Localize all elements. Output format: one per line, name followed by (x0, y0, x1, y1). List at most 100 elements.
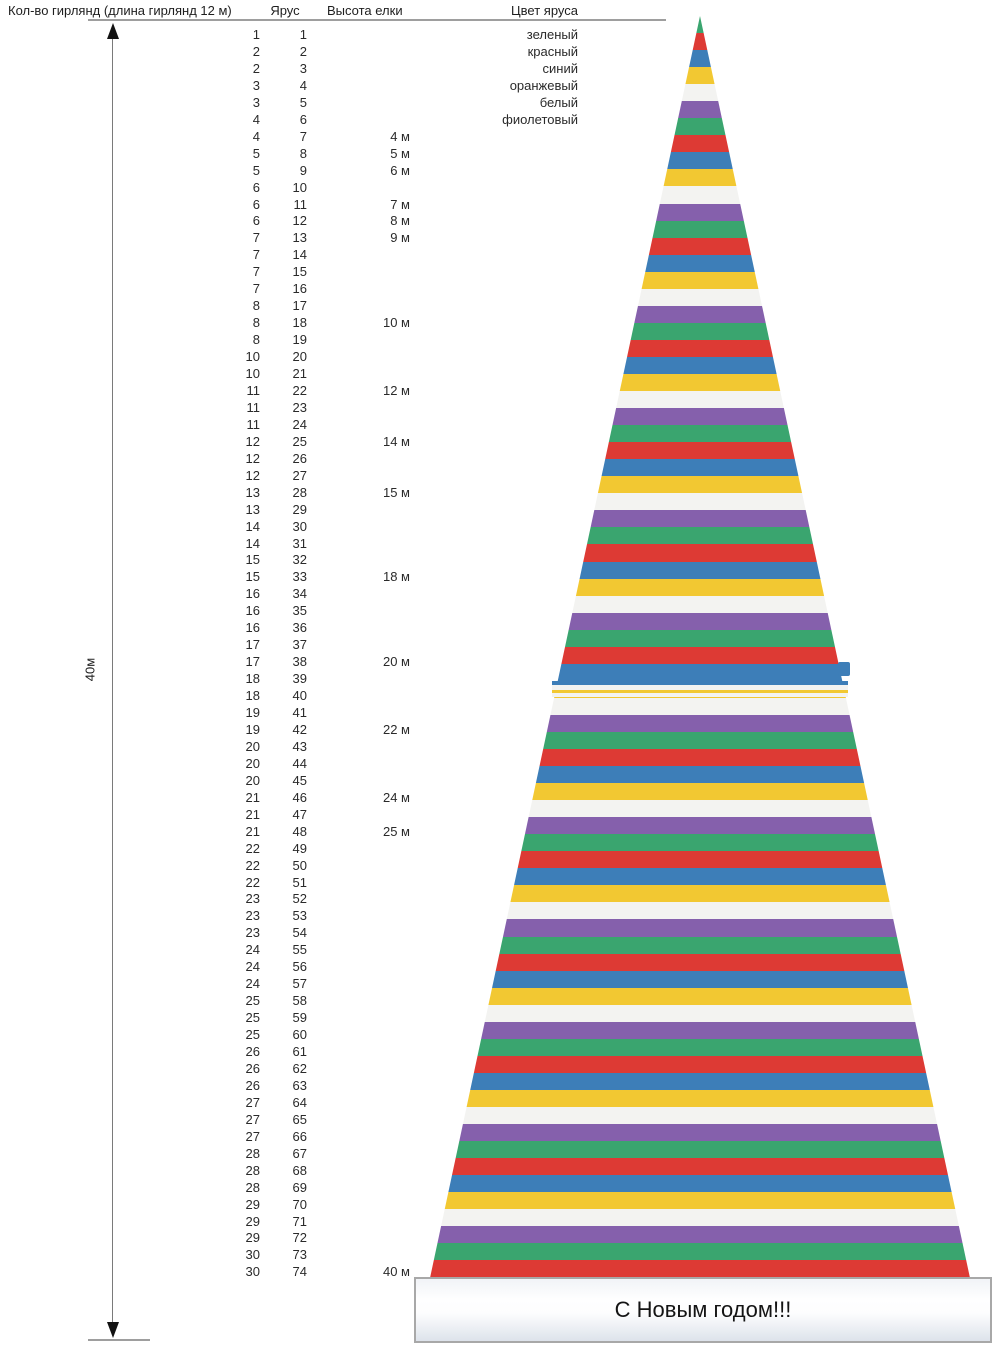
garlands-cell: 6 (252, 179, 260, 195)
garlands-cell: 18 (245, 688, 260, 704)
tier-cell: 29 (292, 501, 307, 517)
table-row: 25 60 (0, 1026, 600, 1043)
garlands-cell: 14 (245, 518, 260, 534)
garlands-cell: 30 (245, 1247, 260, 1263)
tree-stripe (430, 1055, 970, 1073)
tier-cell: 68 (292, 1162, 307, 1178)
garlands-cell: 28 (245, 1179, 260, 1195)
tier-cell: 55 (292, 942, 307, 958)
tier-cell: 7 (299, 128, 307, 144)
table-row: 28 67 (0, 1145, 600, 1162)
arrow-down-icon (107, 1322, 119, 1338)
garlands-cell: 22 (245, 840, 260, 856)
height-cell: 20 м (382, 654, 410, 670)
tier-cell: 44 (292, 755, 307, 771)
header-underline (88, 19, 666, 21)
artifact-band (552, 693, 848, 697)
table-row: 7 16 (0, 280, 600, 297)
garlands-cell: 25 (245, 1027, 260, 1043)
table-row: 11 24 (0, 416, 600, 433)
tier-cell: 67 (292, 1145, 307, 1161)
tree-stripe (430, 1021, 970, 1039)
garlands-cell: 11 (246, 382, 261, 398)
tier-cell: 73 (292, 1247, 307, 1263)
height-cell: 4 м (390, 128, 410, 144)
table-row: 8 19 (0, 331, 600, 348)
tree-stripe (430, 885, 970, 903)
garlands-cell: 24 (245, 959, 260, 975)
column-header-tier: Ярус (270, 3, 300, 18)
tree-stripe (430, 1124, 970, 1142)
tier-cell: 45 (292, 772, 307, 788)
garlands-cell: 3 (252, 77, 260, 93)
garlands-cell: 20 (245, 755, 260, 771)
tree-stripe (430, 902, 970, 920)
table-row: 22 49 (0, 840, 600, 857)
column-header-height: Высота елки (327, 3, 403, 18)
garlands-cell: 14 (245, 535, 260, 551)
tree-stripe (430, 1192, 970, 1210)
tier-cell: 19 (292, 332, 307, 348)
tree-stripe (430, 851, 970, 869)
color-name-cell: синий (542, 60, 578, 76)
tier-cell: 46 (292, 789, 307, 805)
tier-cell: 2 (299, 43, 307, 59)
tier-cell: 14 (292, 247, 307, 263)
height-cell: 12 м (382, 382, 410, 398)
garlands-cell: 16 (245, 586, 260, 602)
table-row: 10 20 (0, 348, 600, 365)
garlands-cell: 28 (245, 1145, 260, 1161)
table-row: 12 27 (0, 467, 600, 484)
garlands-cell: 22 (245, 857, 260, 873)
tier-cell: 33 (292, 569, 307, 585)
table-row: 20 45 (0, 772, 600, 789)
garlands-cell: 12 (245, 450, 260, 466)
artifact-band (552, 685, 848, 690)
garlands-cell: 8 (252, 298, 260, 314)
garlands-cell: 6 (252, 196, 260, 212)
garlands-cell: 11 (246, 416, 261, 432)
tree-stripe (430, 1158, 970, 1176)
garlands-cell: 4 (252, 111, 260, 127)
tier-cell: 47 (292, 806, 307, 822)
dimension-baseline (88, 1339, 150, 1341)
garlands-cell: 12 (245, 433, 260, 449)
tree-stripe (430, 1089, 970, 1107)
arrow-up-icon (107, 23, 119, 39)
garlands-cell: 21 (245, 823, 260, 839)
tier-cell: 36 (292, 620, 307, 636)
table-row: 24 55 (0, 941, 600, 958)
height-cell: 25 м (382, 823, 410, 839)
garlands-cell: 2 (252, 60, 260, 76)
table-row: 26 61 (0, 1043, 600, 1060)
garlands-cell: 19 (245, 721, 260, 737)
column-header-garlands: Кол-во гирлянд (длина гирлянд 12 м) (8, 3, 232, 18)
tier-cell: 56 (292, 959, 307, 975)
table-row: 6 10 (0, 179, 600, 196)
table-row: 15 33 18 м (0, 568, 600, 585)
tier-cell: 72 (292, 1230, 307, 1246)
tier-cell: 32 (292, 552, 307, 568)
table-row: 3 4 оранжевый (0, 77, 600, 94)
table-row: 1 1 зеленый (0, 26, 600, 43)
garlands-cell: 26 (245, 1060, 260, 1076)
tier-cell: 49 (292, 840, 307, 856)
height-cell: 7 м (390, 196, 410, 212)
tier-cell: 42 (292, 721, 307, 737)
tree-stripe (430, 749, 970, 767)
tier-cell: 63 (292, 1077, 307, 1093)
table-row: 6 11 7 м (0, 196, 600, 213)
tier-cell: 35 (292, 603, 307, 619)
tier-cell: 1 (299, 27, 307, 42)
tier-cell: 48 (292, 823, 307, 839)
tree-stripe (430, 1141, 970, 1159)
table-row: 2 3 синий (0, 60, 600, 77)
garlands-cell: 23 (245, 908, 260, 924)
garlands-cell: 2 (252, 43, 260, 59)
garlands-cell: 7 (252, 281, 260, 297)
tier-cell: 74 (292, 1264, 307, 1280)
tier-cell: 37 (292, 637, 307, 653)
table-row: 18 39 (0, 670, 600, 687)
table-row: 26 63 (0, 1077, 600, 1094)
tier-cell: 15 (292, 264, 307, 280)
